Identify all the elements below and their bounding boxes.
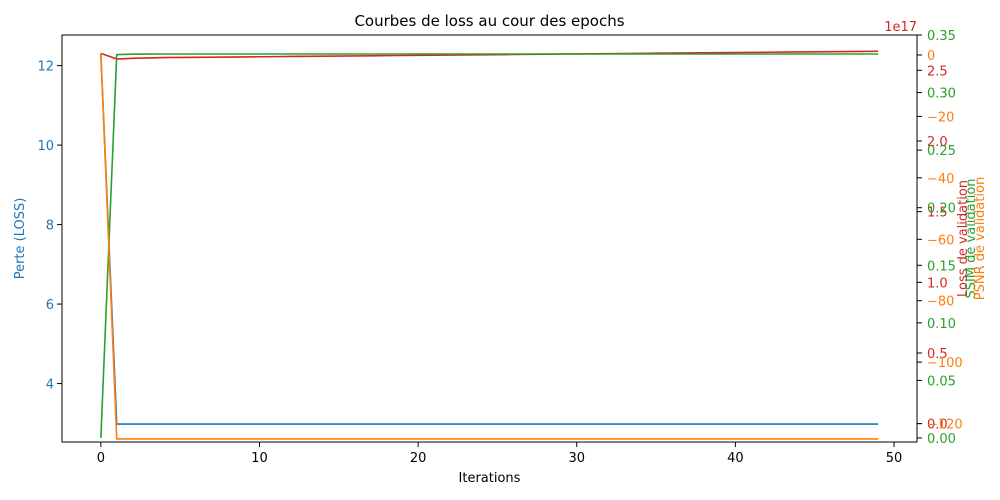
y-tick-label: −80 <box>927 295 954 310</box>
y-tick-label: 0.30 <box>927 87 956 102</box>
y-tick-label: 10 <box>37 139 54 154</box>
x-tick-label: 10 <box>251 451 268 466</box>
y-tick-label: 2.5 <box>927 64 948 79</box>
y-tick-label: 1.5 <box>927 206 948 221</box>
y-axis-right3: 0 −20 −40 −60 −80 −100 −120 <box>917 49 963 433</box>
series-line-right2 <box>100 53 879 439</box>
y-tick-label: −60 <box>927 233 954 248</box>
chart-title: Courbes de loss au cour des epochs <box>354 12 624 30</box>
y-tick-label: 0.0 <box>927 418 948 433</box>
y-tick-label: 0.35 <box>927 29 956 44</box>
series-line-right1 <box>100 50 879 60</box>
x-axis: 0 10 20 30 40 50 <box>97 442 903 466</box>
series-line-left <box>100 53 879 425</box>
y-tick-label: 6 <box>46 298 54 313</box>
y-axis-label: Perte (LOSS) <box>13 198 28 280</box>
y-axis-left: 4 6 8 10 12 Perte (LOSS) <box>13 60 62 393</box>
plot-frame <box>61 34 918 443</box>
y-axis-label: Loss de validation <box>956 180 971 297</box>
series-line-right3 <box>100 53 879 440</box>
x-tick-label: 40 <box>727 451 744 466</box>
x-axis-label: Iterations <box>459 471 521 486</box>
y-tick-label: 2.0 <box>927 135 948 150</box>
x-tick-label: 50 <box>886 451 903 466</box>
y-tick-label: −20 <box>927 110 954 125</box>
y-tick-label: 0.5 <box>927 347 948 362</box>
y-tick-label: −100 <box>927 356 963 371</box>
y-tick-label: −40 <box>927 172 954 187</box>
y-tick-label: 0.05 <box>927 374 956 389</box>
y-tick-label: 4 <box>46 378 54 393</box>
y-axis-right2: 0.000.050.100.150.200.250.300.35 <box>917 29 956 447</box>
y-tick-label: 12 <box>37 60 54 75</box>
y-tick-label: 0.25 <box>927 144 956 159</box>
series-layer <box>100 50 879 440</box>
x-tick-label: 0 <box>97 451 105 466</box>
y-tick-label: 8 <box>46 219 54 234</box>
y-tick-label: 0.15 <box>927 259 956 274</box>
y-tick-label: −120 <box>927 418 963 433</box>
y-tick-label: 0.00 <box>927 432 956 447</box>
y-axis-right1: 0.0 0.5 1.0 1.5 2.0 2.5 1e17 <box>884 20 948 433</box>
y-axis-label: SSIM de validation <box>964 178 979 298</box>
y-tick-label: 0.10 <box>927 317 956 332</box>
y-tick-label: 0 <box>927 49 935 64</box>
x-tick-label: 30 <box>568 451 585 466</box>
y-axis-label: PSNR de validation <box>973 177 988 300</box>
y-axes: 4 6 8 10 12 Perte (LOSS) 0.0 0.5 1.0 1.5 2.0 2.5 1e1… <box>13 20 988 447</box>
y-tick-label: 1.0 <box>927 276 948 291</box>
y-tick-label: 0.20 <box>927 202 956 217</box>
y-offset-text: 1e17 <box>884 20 917 35</box>
x-tick-label: 20 <box>410 451 427 466</box>
